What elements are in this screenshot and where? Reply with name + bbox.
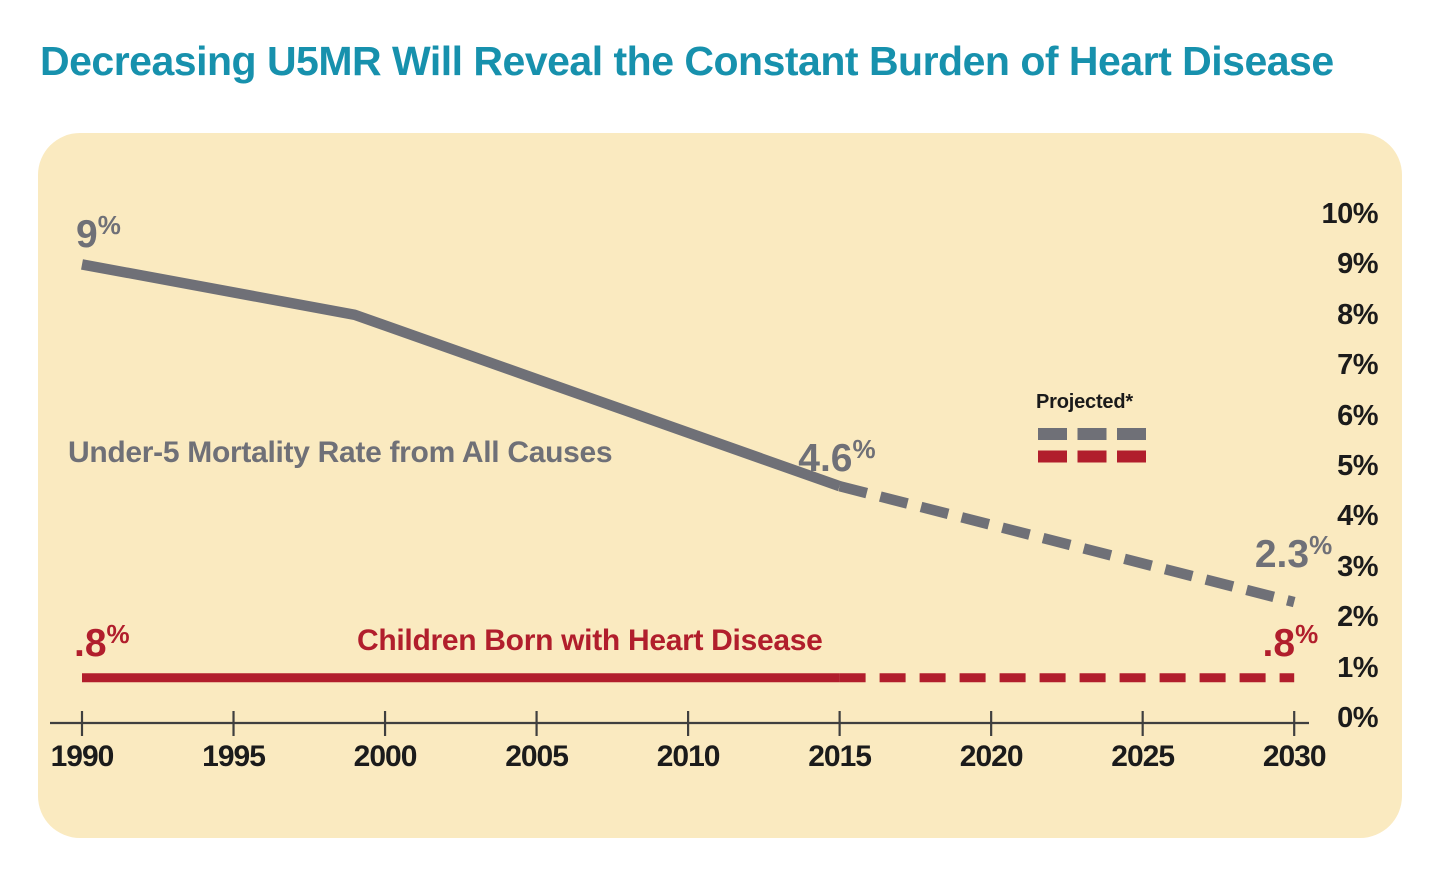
series-label-u5mr: Under-5 Mortality Rate from All Causes [68,436,613,469]
y-tick-label-6pct: 6% [1337,399,1378,432]
y-tick-label-8pct: 8% [1337,298,1378,331]
x-tick-label-2010: 2010 [656,740,721,773]
annotation-unit: % [97,210,121,241]
annotation-unit: % [852,434,876,465]
annotation-u5mr-2030: 2.3% [1255,532,1332,574]
y-tick-label-2pct: 2% [1337,601,1378,634]
y-tick-label-10pct: 10% [1321,198,1378,230]
x-tick-label-2000: 2000 [353,740,418,773]
series-line-projected-u5mr [838,481,1296,608]
annotation-u5mr-2015: 4.6% [798,436,875,478]
series-label-heart-disease: Children Born with Heart Disease [357,624,823,657]
x-tick-label-2025: 2025 [1111,740,1175,773]
annotation-unit: % [106,618,130,649]
x-tick-label-1990: 1990 [50,740,115,773]
legend-label: Projected* [1036,391,1133,413]
y-tick-label-1pct: 1% [1337,651,1378,684]
y-tick-label-7pct: 7% [1337,349,1378,382]
annotation-value: 4.6 [798,437,853,481]
annotation-heart-1990: .8% [74,621,130,663]
annotation-value: .8 [1262,621,1296,665]
series-line-u5mr [81,259,842,492]
y-tick-label-3pct: 3% [1337,550,1378,583]
y-tick-label-9pct: 9% [1337,248,1378,281]
y-tick-label-4pct: 4% [1337,500,1378,533]
annotation-value: .8 [74,621,107,665]
annotation-heart-2030: .8% [1263,621,1319,663]
chart-title: Decreasing U5MR Will Reveal the Constant… [40,38,1334,84]
chart-panel-background [38,133,1402,838]
annotation-value: 9 [76,213,98,257]
annotation-unit: % [1295,618,1319,649]
y-tick-label-0pct: 0% [1337,702,1378,734]
x-tick-label-2005: 2005 [505,740,569,773]
annotation-value: 2.3 [1254,533,1310,577]
x-tick-label-2020: 2020 [959,740,1024,773]
x-tick-label-1995: 1995 [202,740,266,773]
annotation-u5mr-1990: 9% [76,212,121,254]
x-tick-label-2015: 2015 [808,740,872,773]
y-tick-label-5pct: 5% [1337,450,1378,482]
annotation-unit: % [1309,530,1333,561]
x-tick-label-2030: 2030 [1262,740,1327,773]
